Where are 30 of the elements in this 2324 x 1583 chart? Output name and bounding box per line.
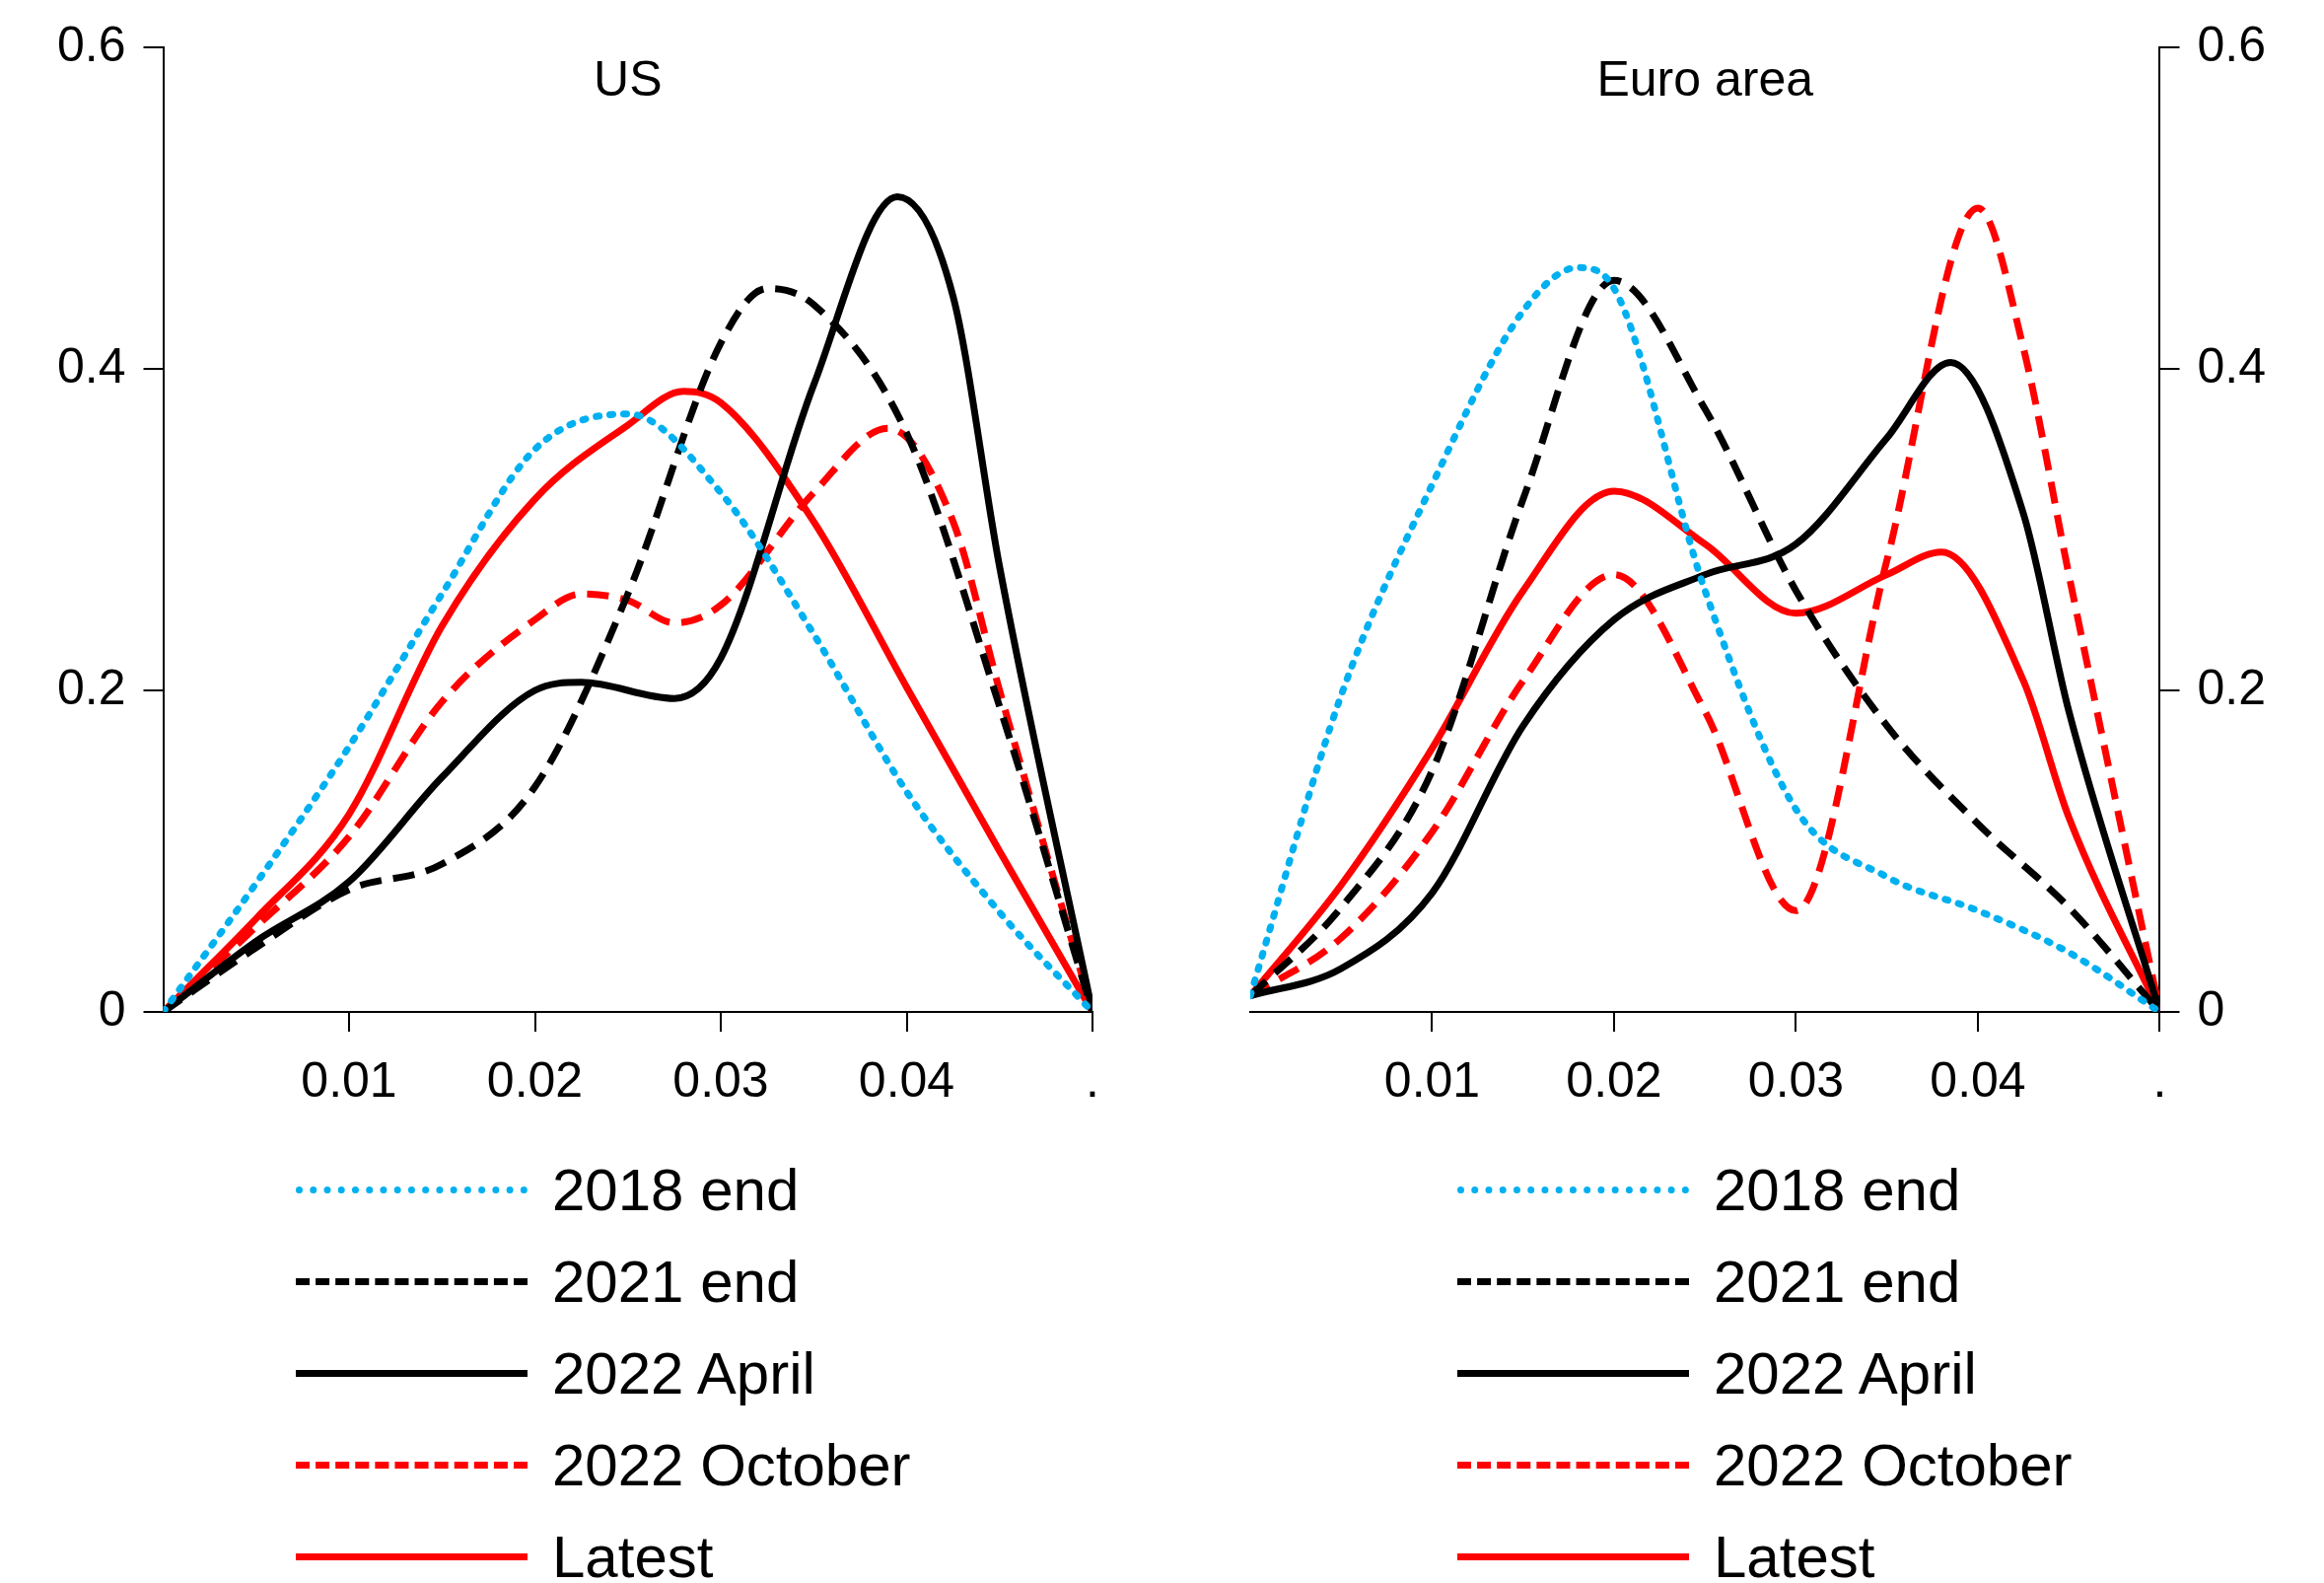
x-tick-label: 0.02 bbox=[486, 1051, 584, 1108]
legend-label: 2021 end bbox=[1714, 1248, 1961, 1316]
y2-tick-label: 0.2 bbox=[2197, 659, 2267, 715]
y-tick-label: 0 bbox=[98, 980, 126, 1037]
x-tick-label: . bbox=[1086, 1051, 1099, 1108]
x-tick-label: 0.04 bbox=[1930, 1051, 2026, 1108]
legend-label: 2018 end bbox=[552, 1156, 800, 1224]
y-tick-label: 0.4 bbox=[56, 337, 126, 394]
x-tick-label: 0.04 bbox=[858, 1051, 955, 1108]
y-tick-label: 0.6 bbox=[56, 16, 126, 72]
x-tick-label: 0.02 bbox=[1566, 1051, 1662, 1108]
y-tick-label: 0.2 bbox=[56, 659, 126, 715]
y2-tick-label: 0.4 bbox=[2197, 337, 2267, 394]
legend-label: Latest bbox=[1714, 1523, 1875, 1583]
y2-tick-label: 0.6 bbox=[2197, 16, 2267, 72]
legend-label: 2018 end bbox=[1714, 1156, 1961, 1224]
legend-label: Latest bbox=[552, 1523, 714, 1583]
legend-label: 2021 end bbox=[552, 1248, 800, 1316]
x-tick-label: 0.01 bbox=[301, 1051, 397, 1108]
legend-label: 2022 April bbox=[1714, 1339, 1977, 1407]
legend-label: 2022 April bbox=[552, 1339, 815, 1407]
chart-title: Euro area bbox=[1596, 50, 1814, 107]
x-tick-label: . bbox=[2152, 1051, 2167, 1108]
legend-label: 2022 October bbox=[1714, 1431, 2073, 1499]
x-tick-label: 0.03 bbox=[1747, 1051, 1845, 1108]
x-tick-label: 0.03 bbox=[672, 1051, 769, 1108]
x-tick-label: 0.01 bbox=[1383, 1051, 1481, 1108]
chart-title: US bbox=[594, 50, 663, 107]
y2-tick-label: 0 bbox=[2197, 980, 2225, 1037]
legend-label: 2022 October bbox=[552, 1431, 911, 1499]
